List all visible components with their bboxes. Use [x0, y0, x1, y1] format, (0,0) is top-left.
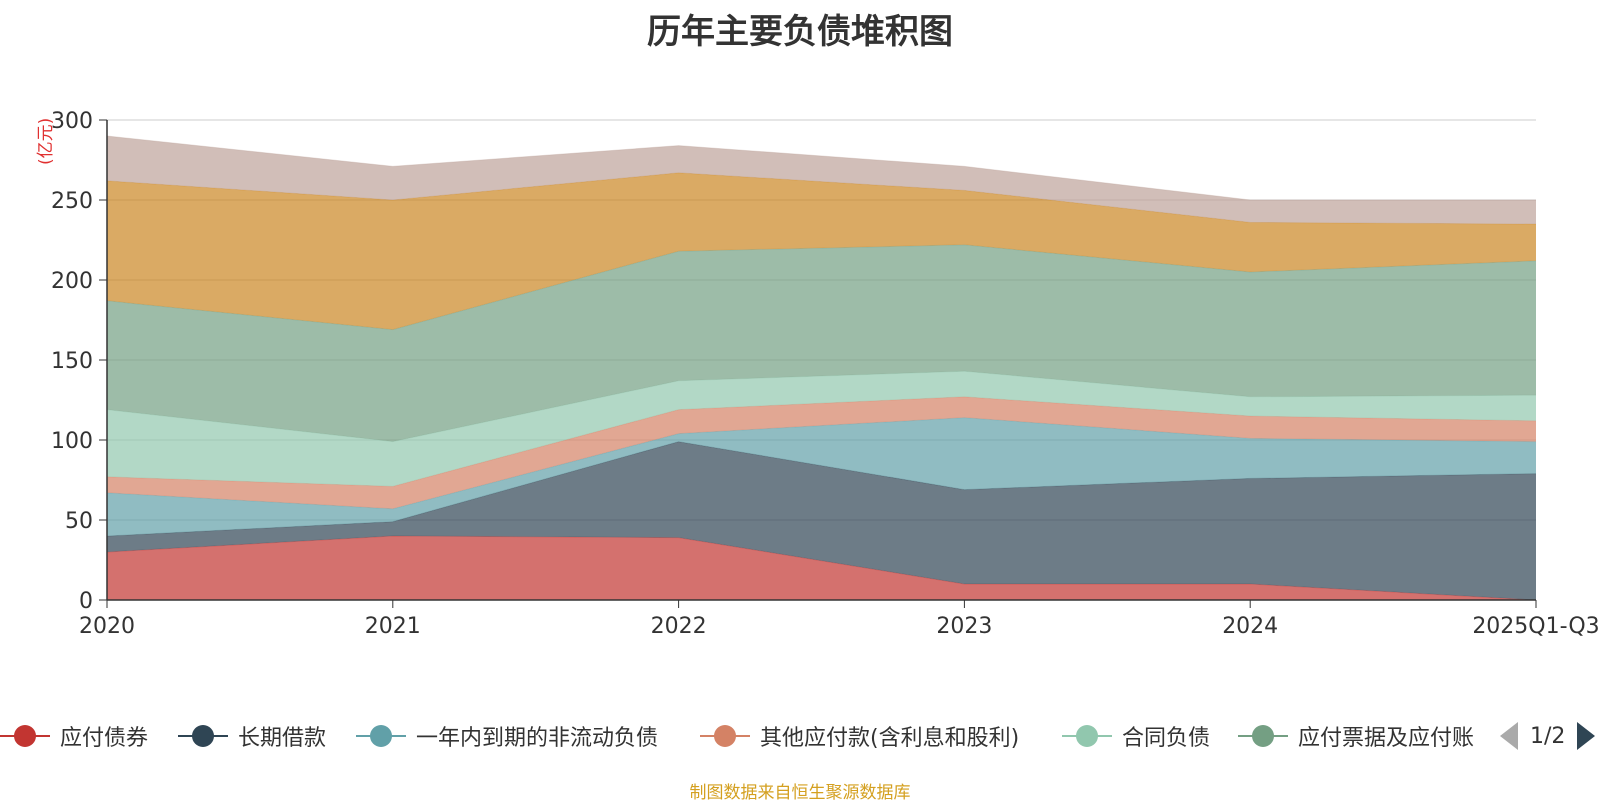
area-series-2[interactable]	[107, 441, 1536, 600]
area-edge-series-8	[106, 135, 1536, 201]
y-tick-label-50: 50	[65, 509, 93, 534]
y-tick-label-100: 100	[51, 429, 93, 454]
legend-pager: 1/2	[1500, 718, 1596, 754]
legend-label: 长期借款	[238, 726, 327, 751]
y-tick-label-250: 250	[51, 189, 93, 214]
legend-marker-icon	[1238, 721, 1288, 751]
legend-item-4[interactable]: 其他应付款(含利息和股利)	[700, 716, 1019, 756]
legend-next-page-icon[interactable]	[1577, 722, 1596, 750]
x-tick-label-2024: 2024	[1222, 614, 1278, 639]
area-series-5[interactable]	[107, 371, 1536, 487]
legend-marker-icon	[0, 721, 50, 751]
x-tick-label-2023: 2023	[936, 614, 992, 639]
legend: 应付债券 长期借款 一年内到期的非流动负债 其他应付款(含利息和股利) 合同负债 应付票据…	[0, 716, 1480, 756]
y-tick-label-200: 200	[51, 269, 93, 294]
legend-marker-icon	[178, 721, 228, 751]
legend-page-indicator: 1/2	[1530, 723, 1566, 749]
y-tick-label-300: 300	[51, 109, 93, 134]
x-tick-label-2021: 2021	[365, 614, 421, 639]
legend-item-3[interactable]: 一年内到期的非流动负债	[356, 716, 658, 756]
source-note: 制图数据来自恒生聚源数据库	[689, 783, 911, 803]
axis-layer: 0 50 100 150 200 250 300 2020 2021 2022 2023 2024 20…	[51, 109, 1600, 639]
area-series-8[interactable]	[107, 136, 1536, 224]
y-tick-label-150: 150	[51, 349, 93, 374]
area-series-3[interactable]	[107, 417, 1536, 536]
legend-marker-icon	[356, 721, 406, 751]
legend-item-1[interactable]: 应付债券	[0, 716, 148, 756]
area-series-7[interactable]	[107, 172, 1536, 330]
legend-label: 合同负债	[1122, 726, 1211, 751]
x-tick-label-2020: 2020	[79, 614, 135, 639]
legend-item-5[interactable]: 合同负债	[1062, 716, 1210, 756]
area-edge-series-7	[106, 172, 1537, 225]
area-series-4[interactable]	[107, 396, 1536, 509]
legend-marker-icon	[700, 721, 750, 751]
legend-label: 其他应付款(含利息和股利)	[760, 726, 1020, 751]
chart-title: 历年主要负债堆积图	[647, 12, 953, 52]
legend-label: 应付债券	[60, 726, 149, 751]
y-tick-label-0: 0	[79, 589, 93, 614]
legend-label: 应付票据及应付账	[1298, 726, 1475, 751]
area-layer	[106, 135, 1537, 601]
area-series-6[interactable]	[107, 244, 1536, 442]
legend-marker-icon	[1062, 721, 1112, 751]
legend-label: 一年内到期的非流动负债	[416, 726, 659, 751]
legend-prev-page-icon[interactable]	[1500, 722, 1518, 750]
x-tick-label-2025Q1-Q3: 2025Q1-Q3	[1472, 614, 1599, 639]
legend-item-2[interactable]: 长期借款	[178, 716, 326, 756]
legend-item-6[interactable]: 应付票据及应付账	[1238, 716, 1474, 756]
x-tick-label-2022: 2022	[651, 614, 707, 639]
